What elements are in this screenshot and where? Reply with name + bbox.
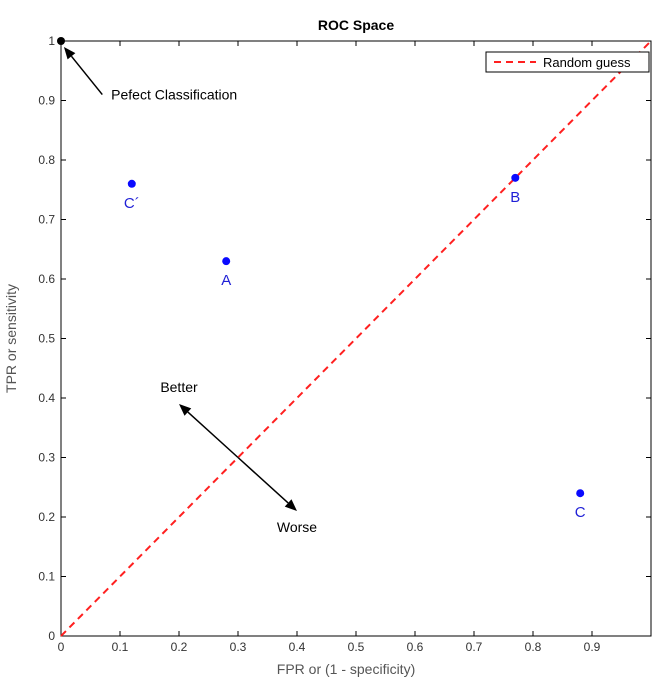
data-point-a (222, 257, 231, 266)
random-guess-line (60, 40, 652, 637)
annotation-arrows (63, 46, 297, 512)
point-label: B (510, 189, 520, 206)
legend: Random guess (485, 51, 650, 73)
y-tick-label: 0.4 (38, 391, 55, 405)
worse-arrow-head (284, 499, 297, 512)
x-axis-label: FPR or (1 - specificity) (277, 661, 415, 677)
y-tick-label: 0 (48, 629, 55, 643)
x-tick-label: 0.9 (584, 640, 601, 654)
point-label: A (221, 272, 231, 289)
annotation-perfect-classification: Pefect Classification (111, 87, 237, 103)
data-points: A B C C´ (57, 37, 586, 521)
y-tick-label: 0.5 (38, 332, 55, 346)
annotations: Pefect Classification Better Worse (111, 87, 317, 535)
y-tick-label: 0.6 (38, 272, 55, 286)
point-label: C´ (124, 195, 140, 212)
x-tick-label: 0.7 (466, 640, 483, 654)
annotation-better: Better (160, 379, 198, 395)
y-axis-label: TPR or sensitivity (3, 284, 19, 393)
data-point-b (511, 173, 520, 182)
y-tick-label: 0.3 (38, 451, 55, 465)
x-tick-label: 0.4 (289, 640, 306, 654)
better-arrow-head (179, 403, 192, 416)
y-tick-label: 0.8 (38, 153, 55, 167)
point-label: C (575, 504, 586, 521)
y-axis-ticks: 0 0.1 0.2 0.3 0.4 0.5 0.6 0.7 0.8 0.9 1 (38, 34, 651, 643)
x-tick-label: 0.2 (171, 640, 188, 654)
x-tick-label: 0.8 (525, 640, 542, 654)
x-tick-label: 0.1 (112, 640, 129, 654)
y-tick-label: 0.9 (38, 94, 55, 108)
better-arrow-shaft (187, 411, 239, 459)
x-axis-ticks: 0 0.1 0.2 0.3 0.4 0.5 0.6 0.7 0.8 0.9 (58, 41, 601, 654)
perfect-classification-arrow-head (63, 46, 76, 60)
chart-title: ROC Space (318, 17, 394, 33)
y-tick-label: 0.1 (38, 570, 55, 584)
perfect-classification-point (57, 37, 65, 45)
legend-label-random-guess: Random guess (543, 55, 631, 70)
data-point-c (127, 179, 136, 188)
x-tick-label: 0.3 (230, 640, 247, 654)
legend-box (485, 51, 650, 73)
annotation-worse: Worse (277, 519, 317, 535)
y-tick-label: 0.7 (38, 213, 55, 227)
worse-arrow-shaft (237, 456, 289, 504)
y-tick-label: 0.2 (38, 510, 55, 524)
perfect-classification-arrow-shaft (70, 55, 103, 96)
x-tick-label: 0.5 (348, 640, 365, 654)
data-point-c (576, 489, 585, 498)
x-tick-label: 0.6 (407, 640, 424, 654)
x-tick-label: 0 (58, 640, 65, 654)
y-tick-label: 1 (48, 34, 55, 48)
